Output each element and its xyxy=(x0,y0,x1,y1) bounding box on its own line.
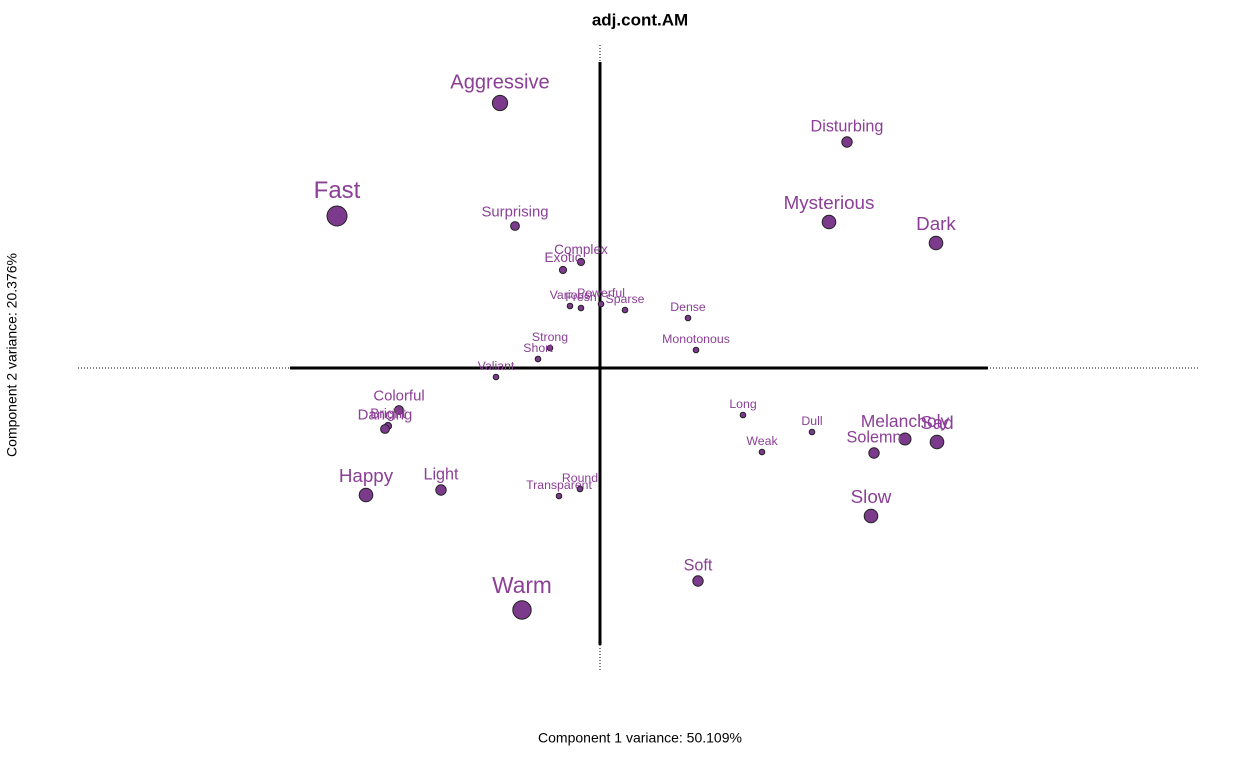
point xyxy=(555,492,563,500)
point xyxy=(380,424,390,434)
point xyxy=(841,136,853,148)
point-label: Weak xyxy=(746,434,778,448)
point-label: Surprising xyxy=(481,205,548,221)
point xyxy=(576,485,584,493)
point-label: Melancholy xyxy=(861,411,950,431)
point-label: Warm xyxy=(492,572,552,598)
y-axis-title: Component 2 variance: 20.376% xyxy=(4,253,20,457)
point-label: Short xyxy=(523,341,553,355)
point xyxy=(512,600,532,620)
point xyxy=(597,300,605,308)
point-label: Dense xyxy=(670,300,706,314)
point-label: Soft xyxy=(684,556,713,574)
point-label: Fresh xyxy=(565,290,597,304)
point xyxy=(898,432,912,446)
point-label: Disturbing xyxy=(811,117,884,135)
point-label: Valiant xyxy=(478,359,515,373)
point xyxy=(929,434,945,450)
point xyxy=(558,265,568,275)
point-label: Exotic xyxy=(544,250,581,265)
point-label: Light xyxy=(423,465,459,483)
point-label: Dull xyxy=(801,414,822,428)
point xyxy=(326,205,348,227)
point-label: Colorful xyxy=(373,389,424,405)
point-label: Solemn xyxy=(847,428,902,446)
point-label: Fast xyxy=(314,177,361,204)
point xyxy=(510,221,520,231)
point xyxy=(576,257,586,267)
point-label: Sparse xyxy=(606,292,645,306)
point xyxy=(684,314,692,322)
point-label: Powerful xyxy=(577,286,625,300)
point xyxy=(821,214,837,230)
point-label: Various xyxy=(550,288,591,302)
point-label: Round xyxy=(562,471,598,485)
point xyxy=(394,405,404,415)
point-label: Bright xyxy=(370,406,406,421)
point xyxy=(692,346,700,354)
point xyxy=(492,373,500,381)
point xyxy=(546,344,554,352)
point xyxy=(868,447,880,459)
point xyxy=(863,508,879,524)
point xyxy=(692,575,704,587)
point-label: Dancing xyxy=(358,408,413,424)
point-label: Transparent xyxy=(526,478,592,492)
point-label: Sad xyxy=(920,412,953,433)
point-label: Dark xyxy=(916,213,956,234)
point xyxy=(758,448,766,456)
point-label: Strong xyxy=(532,330,568,344)
point xyxy=(435,484,447,496)
point-label: Slow xyxy=(851,486,892,507)
point xyxy=(491,94,509,112)
x-axis-title: Component 1 variance: 50.109% xyxy=(538,730,742,746)
point xyxy=(534,355,542,363)
point-label: Long xyxy=(729,397,757,411)
point-label: Mysterious xyxy=(784,192,875,213)
point xyxy=(577,304,585,312)
point xyxy=(739,411,747,419)
chart-title: adj.cont.AM xyxy=(592,10,688,29)
point xyxy=(928,235,944,251)
point-label: Complex xyxy=(554,242,608,257)
point-label: Monotonous xyxy=(662,332,730,346)
point xyxy=(358,487,374,503)
point xyxy=(566,302,574,310)
point-label: Happy xyxy=(339,465,394,486)
point xyxy=(621,306,629,314)
point xyxy=(808,428,816,436)
point-label: Aggressive xyxy=(450,72,549,94)
